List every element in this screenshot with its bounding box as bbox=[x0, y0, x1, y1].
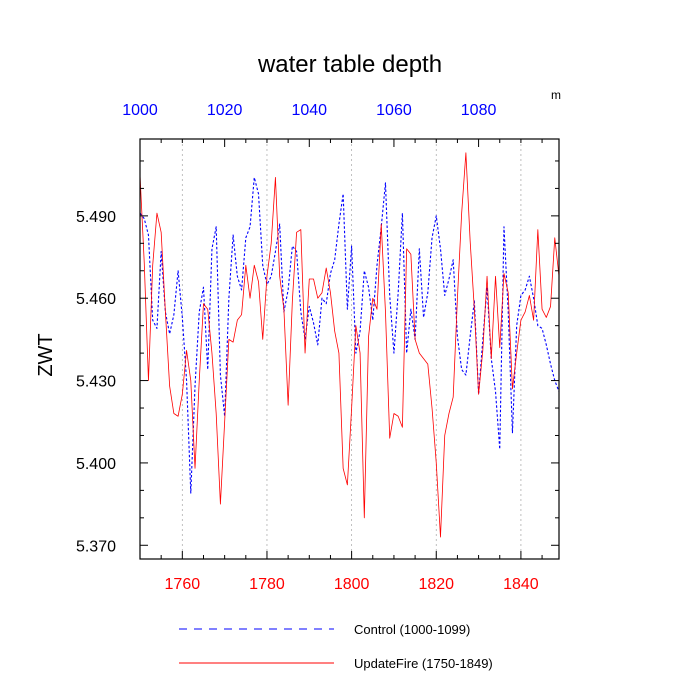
y-tick-label-3: 5.460 bbox=[76, 291, 116, 308]
legend-label-control: Control (1000-1099) bbox=[354, 622, 470, 637]
y-tick-label-0: 5.370 bbox=[76, 538, 116, 555]
series-line-1 bbox=[139, 152, 560, 538]
top-tick-label-2: 1040 bbox=[291, 102, 327, 119]
series-line-0 bbox=[139, 176, 560, 494]
plot-frame bbox=[139, 138, 560, 560]
series-lines bbox=[139, 152, 560, 538]
top-tick-label-3: 1060 bbox=[376, 102, 412, 119]
chart-title: water table depth bbox=[257, 51, 442, 78]
y-tick-label-2: 5.430 bbox=[76, 374, 116, 391]
bottom-tick-label-3: 1820 bbox=[418, 576, 454, 593]
legend-label-updatefire: UpdateFire (1750-1849) bbox=[354, 656, 493, 671]
units-label: m bbox=[551, 88, 561, 102]
legend: Control (1000-1099) UpdateFire (1750-184… bbox=[179, 622, 493, 671]
top-tick-label-0: 1000 bbox=[122, 102, 158, 119]
bottom-tick-label-0: 1760 bbox=[165, 576, 201, 593]
bottom-tick-label-1: 1780 bbox=[249, 576, 285, 593]
top-tick-label-4: 1080 bbox=[461, 102, 497, 119]
axes: 1760 1780 1800 1820 1840 1000 1020 1040 1060 1080… bbox=[76, 102, 559, 593]
y-tick-label-1: 5.400 bbox=[76, 456, 116, 473]
bottom-tick-label-4: 1840 bbox=[503, 576, 539, 593]
grid-lines bbox=[181, 139, 522, 559]
top-tick-label-1: 1020 bbox=[207, 102, 243, 119]
bottom-tick-label-2: 1800 bbox=[334, 576, 370, 593]
y-axis-label: ZWT bbox=[35, 333, 57, 376]
y-tick-label-4: 5.490 bbox=[76, 209, 116, 226]
